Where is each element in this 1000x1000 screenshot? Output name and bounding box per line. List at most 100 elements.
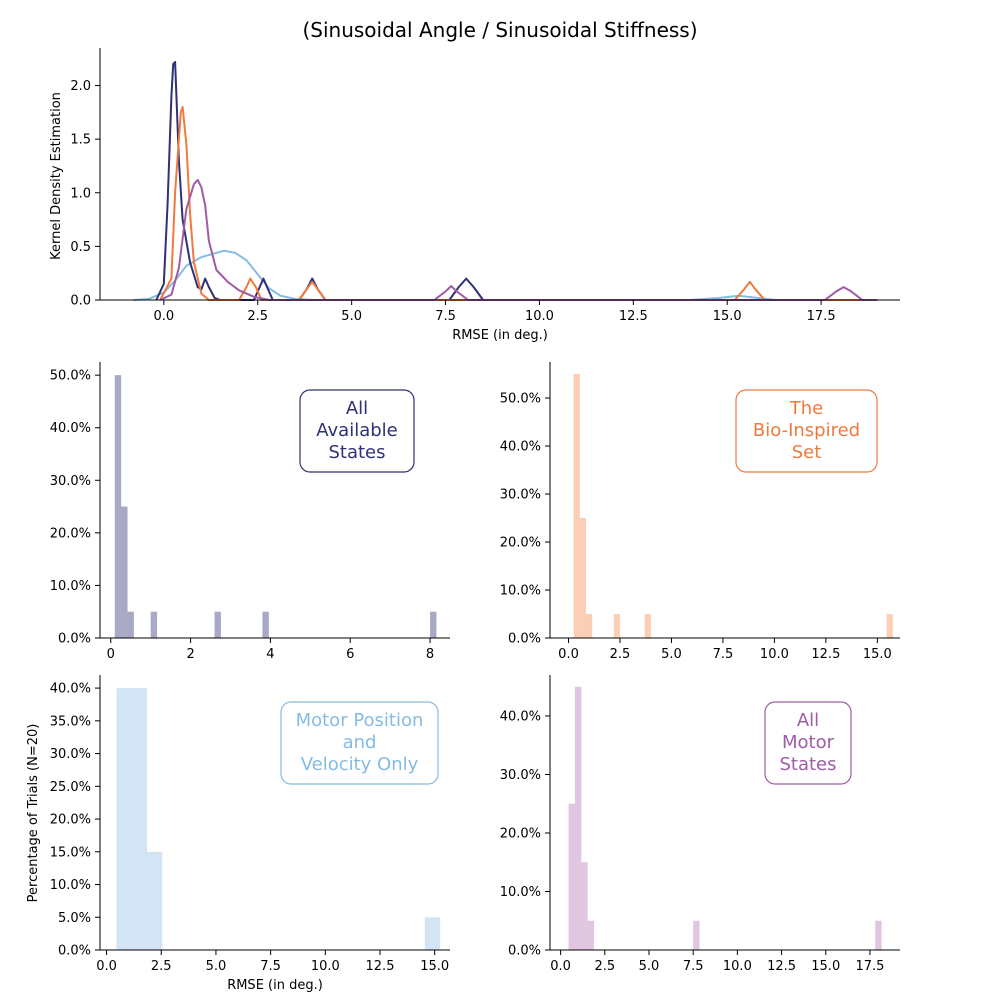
histogram-bar (693, 920, 700, 950)
histogram-bar (121, 506, 128, 638)
legend-text: States (328, 442, 385, 463)
legend-text: All (346, 398, 368, 419)
histogram-bar (573, 374, 580, 638)
y-tick-label: 0.0% (58, 632, 91, 647)
y-tick-label: 10.0% (50, 878, 91, 893)
y-tick-label: 40.0% (50, 421, 91, 436)
legend-text: States (779, 754, 836, 775)
y-tick-label: 10.0% (50, 579, 91, 594)
histogram-bar (581, 862, 588, 950)
histogram-bar (131, 688, 148, 950)
legend-text: The (789, 398, 823, 419)
x-tick-label: 5.0 (639, 959, 660, 974)
x-tick-label: 4 (266, 647, 274, 662)
x-tick-label: 8 (426, 647, 434, 662)
x-tick-label: 15.0 (863, 647, 892, 662)
x-tick-label: 5.0 (661, 647, 682, 662)
x-tick-label: 7.5 (260, 959, 281, 974)
y-tick-label: 50.0% (50, 369, 91, 384)
legend-text: Bio-Inspired (753, 420, 860, 441)
x-tick-label: 5.0 (341, 309, 362, 324)
y-tick-label: 30.0% (50, 474, 91, 489)
y-tick-label: 35.0% (50, 714, 91, 729)
y-tick-label: 40.0% (50, 682, 91, 697)
x-tick-label: 17.5 (807, 309, 836, 324)
histogram-bar (214, 611, 221, 638)
x-tick-label: 0.0 (550, 959, 571, 974)
histogram-bar (574, 686, 582, 950)
x-tick-label: 10.0 (760, 647, 789, 662)
x-tick-label: 12.5 (619, 309, 648, 324)
legend-text: Velocity Only (301, 754, 419, 775)
y-tick-label: 30.0% (50, 747, 91, 762)
legend-box (764, 701, 852, 785)
x-tick-label: 10.0 (311, 959, 340, 974)
x-tick-label: 15.0 (811, 959, 840, 974)
hist-panel-all-motor-states: 0.0 2.5 5.0 7.5 10.0 12.5 15.0 17.5 0.0% 10.0% 20.… (500, 675, 900, 974)
y-tick-label: 0.5 (70, 240, 91, 255)
x-axis-label: RMSE (in deg.) (227, 978, 323, 993)
x-tick-label: 15.0 (420, 959, 449, 974)
x-tick-label: 7.5 (683, 959, 704, 974)
y-tick-label: 20.0% (50, 526, 91, 541)
legend-box (299, 389, 415, 473)
legend-box (735, 389, 878, 473)
hist-panel-all-states: 0 2 4 6 8 0.0% 10.0% 20.0% 30.0% 40.0% 50.0% AllAva… (50, 362, 450, 662)
hist-panel-motor-position-velocity: 0.0 2.5 5.0 7.5 10.0 12.5 15.0 0.0% 5.0% 10.0% 15.… (26, 675, 450, 993)
legend-text: Available (316, 420, 397, 441)
legend-box (280, 701, 439, 785)
y-tick-label: 0.0% (508, 944, 541, 959)
legend-text: and (343, 732, 377, 753)
kde-series-line (155, 60, 878, 301)
y-tick-label: 50.0% (500, 392, 541, 407)
y-tick-label: 10.0% (500, 584, 541, 599)
histogram-bar (587, 920, 595, 950)
histogram-bar (568, 803, 575, 950)
x-tick-label: 0.0 (96, 959, 117, 974)
x-tick-label: 2.5 (594, 959, 615, 974)
y-tick-label: 1.0 (70, 186, 91, 201)
histogram-bar (114, 375, 122, 638)
y-tick-label: 30.0% (500, 488, 541, 503)
x-tick-label: 12.5 (811, 647, 840, 662)
x-axis-label: RMSE (in deg.) (452, 328, 548, 343)
y-tick-label: 1.5 (70, 133, 91, 148)
y-axis-label: Percentage of Trials (N=20) (26, 724, 41, 903)
histogram-bar (424, 917, 441, 950)
histogram-bar (116, 688, 132, 950)
kde-panel: 0.0 2.5 5.0 7.5 10.0 12.5 15.0 17.5 0.0 0.5 1.0 1.5… (49, 48, 900, 343)
x-tick-label: 6 (346, 647, 354, 662)
histogram-bar (147, 851, 163, 950)
x-tick-label: 0 (107, 647, 115, 662)
x-tick-label: 7.5 (713, 647, 734, 662)
histogram-bar (886, 614, 893, 638)
legend-text: Set (792, 442, 822, 463)
x-tick-label: 15.0 (713, 309, 742, 324)
x-tick-label: 12.5 (366, 959, 395, 974)
x-tick-label: 10.0 (723, 959, 752, 974)
x-tick-label: 7.5 (435, 309, 456, 324)
histogram-bar (579, 518, 587, 638)
histogram-bar (127, 611, 134, 638)
x-tick-label: 2.5 (247, 309, 268, 324)
y-tick-label: 30.0% (500, 768, 541, 783)
y-tick-label: 25.0% (50, 780, 91, 795)
kde-series-line (159, 106, 878, 301)
y-tick-label: 20.0% (50, 813, 91, 828)
x-tick-label: 2.5 (151, 959, 172, 974)
histogram-bar (586, 614, 593, 638)
histogram-bar (262, 611, 269, 638)
y-tick-label: 2.0 (70, 79, 91, 94)
y-axis-label: Kernel Density Estimation (49, 92, 64, 260)
hist-panel-bio-inspired: 0.0 2.5 5.0 7.5 10.0 12.5 15.0 0.0% 10.0% 20.0% 30… (500, 362, 900, 662)
y-tick-label: 10.0% (500, 885, 541, 900)
x-tick-label: 5.0 (206, 959, 227, 974)
x-tick-label: 0.0 (154, 309, 175, 324)
histogram-bar (875, 920, 882, 950)
legend-text: All (797, 710, 819, 731)
figure-title: (Sinusoidal Angle / Sinusoidal Stiffness… (302, 18, 697, 42)
histogram-bar (613, 614, 620, 638)
y-tick-label: 0.0% (58, 944, 91, 959)
x-tick-label: 2.5 (610, 647, 631, 662)
